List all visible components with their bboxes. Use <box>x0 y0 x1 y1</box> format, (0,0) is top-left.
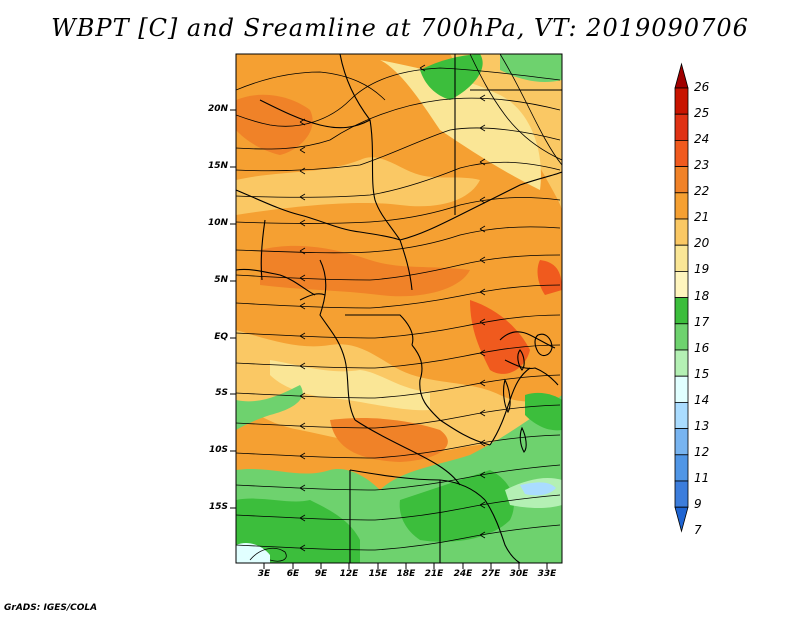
colorbar-swatch <box>674 218 689 246</box>
colorbar-swatch <box>674 454 689 482</box>
colorbar-swatch <box>674 166 689 194</box>
grads-footer: GrADS: IGES/COLA <box>4 603 98 613</box>
wbpt-zone-lightyellow-ne <box>380 60 541 190</box>
wbpt-zone-darkgreen-se <box>399 470 514 542</box>
wbpt-patch-red-edge <box>537 260 562 295</box>
colorbar-label: 19 <box>694 262 710 276</box>
wbpt-zone-darkgreen-east <box>525 392 562 431</box>
colorbar-swatch <box>674 192 689 220</box>
lon-label: 6E <box>286 569 300 579</box>
wbpt-zone-yellow-ne <box>380 54 562 210</box>
wbpt-patch-red-east <box>470 300 530 374</box>
lon-label: 15E <box>368 569 388 579</box>
lon-label: 9E <box>314 569 328 579</box>
colorbar-label: 17 <box>694 315 710 329</box>
lon-label: 30E <box>509 569 529 579</box>
colorbar-label: 22 <box>694 184 710 198</box>
colorbar-boxes <box>674 62 689 533</box>
colorbar-swatch <box>674 480 689 508</box>
colorbar-swatch <box>674 297 689 325</box>
colorbar-label: 13 <box>694 419 710 433</box>
colorbar-swatch <box>674 401 689 429</box>
colorbar-label: 14 <box>694 393 710 407</box>
lat-label: EQ <box>214 332 228 342</box>
lon-label: 18E <box>396 569 416 579</box>
lat-label: 5N <box>214 275 228 285</box>
map-field <box>236 54 562 563</box>
lakes <box>503 333 553 453</box>
colorbar-label: 12 <box>694 445 710 459</box>
colorbar-label: 21 <box>694 210 710 224</box>
colorbar-swatch <box>674 113 689 141</box>
lat-label: 10N <box>207 218 228 228</box>
colorbar-bottom-arrow <box>674 506 689 533</box>
wbpt-patch-darkorange-south <box>330 418 448 462</box>
colorbar-label: 16 <box>694 341 710 355</box>
colorbar-swatch <box>674 139 689 167</box>
lat-label: 15N <box>207 161 228 171</box>
wbpt-patch-darkorange-center <box>260 245 470 297</box>
colorbar-swatch <box>674 244 689 272</box>
colorbar-label: 23 <box>694 158 710 172</box>
lat-label: 10S <box>208 445 228 455</box>
map-frame <box>235 53 563 564</box>
lat-label: 5S <box>215 388 228 398</box>
wbpt-zone-lightyellow-band <box>270 360 430 411</box>
lon-label: 21E <box>424 569 444 579</box>
axis-ticks <box>230 109 548 569</box>
lat-label: 20N <box>207 104 228 114</box>
lon-label: 33E <box>537 569 557 579</box>
wbpt-zone-cyan-sw <box>236 543 270 563</box>
colorbar-swatch <box>674 323 689 351</box>
colorbar-label: 24 <box>694 132 710 146</box>
map-title: WBPT [C] and Sreamline at 700hPa, VT: 20… <box>51 14 749 42</box>
colorbar-label: 15 <box>694 367 710 381</box>
colorbar-label: 11 <box>694 471 710 485</box>
colorbar <box>674 62 689 533</box>
colorbar-label: 9 <box>694 497 702 511</box>
colorbar-top-arrow <box>674 62 689 89</box>
colorbar-swatch <box>674 87 689 115</box>
lat-label: 15S <box>208 502 228 512</box>
colorbar-label: 7 <box>694 523 702 537</box>
colorbar-label: 26 <box>694 80 710 94</box>
streamline-arrows <box>299 64 486 552</box>
colorbar-label: 20 <box>694 236 710 250</box>
lon-label: 12E <box>339 569 359 579</box>
colorbar-swatch <box>674 375 689 403</box>
colorbar-swatch <box>674 428 689 456</box>
colorbar-swatch <box>674 270 689 298</box>
streamlines <box>236 54 562 562</box>
lon-label: 3E <box>257 569 271 579</box>
wbpt-zone-yellow-band-1 <box>236 157 480 215</box>
lon-label: 27E <box>481 569 501 579</box>
lon-label: 24E <box>453 569 473 579</box>
wbpt-zone-green-north <box>420 54 483 100</box>
colorbar-label: 25 <box>694 106 710 120</box>
colorbar-label: 18 <box>694 289 710 303</box>
colorbar-swatch <box>674 349 689 377</box>
wbpt-zone-green-west <box>236 385 303 430</box>
wbpt-patch-darkorange-nw <box>236 94 313 155</box>
wbpt-zone-blue-se <box>520 482 556 496</box>
